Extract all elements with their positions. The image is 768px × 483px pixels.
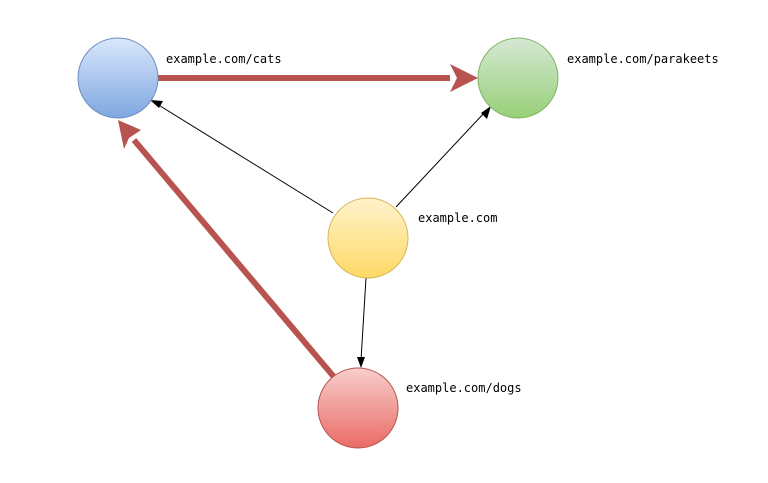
- label-dogs: example.com/dogs: [406, 381, 522, 395]
- arrowhead-cats-to-parakeets: [450, 64, 478, 92]
- node-cats: [77, 37, 159, 119]
- arrowhead-root-to-cats: [150, 100, 163, 108]
- edge-root-to-cats: [156, 103, 334, 214]
- label-cats: example.com/cats: [166, 52, 282, 66]
- edge-root-to-parakeets: [395, 111, 486, 208]
- arrowhead-root-to-dogs: [357, 357, 365, 368]
- arrowhead-dogs-to-cats: [118, 120, 141, 149]
- node-parakeets: [477, 37, 559, 119]
- edge-dogs-to-cats: [131, 138, 337, 379]
- label-parakeets: example.com/parakeets: [567, 52, 719, 66]
- arrowhead-root-to-parakeets: [481, 106, 491, 119]
- node-root: [327, 197, 409, 279]
- edge-root-to-dogs: [360, 277, 367, 361]
- label-root: example.com: [418, 211, 497, 225]
- node-dogs: [317, 367, 399, 449]
